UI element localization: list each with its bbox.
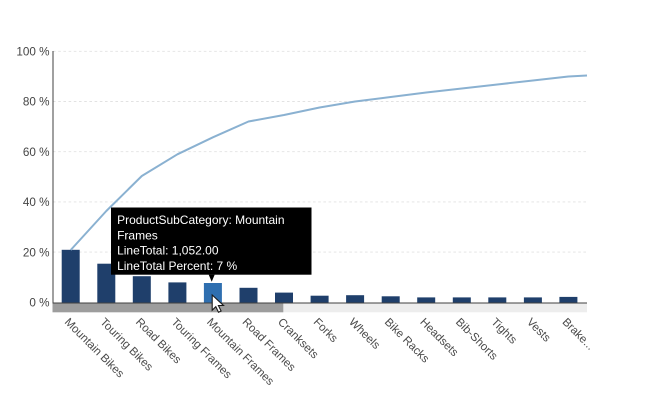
svg-text:20 %: 20 %	[23, 246, 50, 259]
svg-text:80 %: 80 %	[23, 96, 50, 109]
svg-text:Frames: Frames	[117, 228, 158, 242]
svg-text:LineTotal Percent: 7 %: LineTotal Percent: 7 %	[117, 259, 237, 273]
svg-text:60 %: 60 %	[23, 146, 50, 159]
svg-text:ProductSubCategory: Mountain: ProductSubCategory: Mountain	[117, 213, 284, 227]
svg-text:0 %: 0 %	[29, 297, 49, 310]
svg-text:40 %: 40 %	[23, 196, 50, 209]
svg-text:LineTotal: 1,052.00: LineTotal: 1,052.00	[117, 244, 219, 258]
svg-text:100 %: 100 %	[16, 46, 49, 59]
